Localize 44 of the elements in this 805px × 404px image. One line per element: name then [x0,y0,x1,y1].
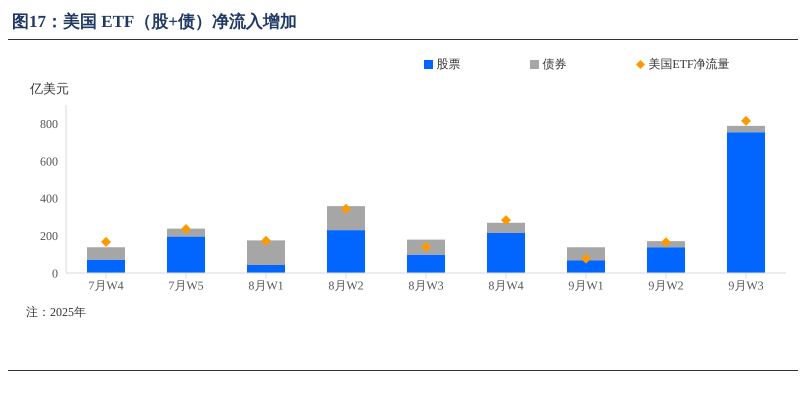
point [181,224,191,234]
x-tick-label: 7月W4 [88,278,124,293]
chart-title: 图17：美国 ETF（股+债）净流入增加 [8,8,798,40]
bar [87,247,125,260]
bar [167,236,205,273]
x-tick-label: 9月W3 [728,278,764,293]
point [741,116,751,126]
bar [567,247,605,260]
y-tick-label: 200 [40,228,58,243]
bar [87,260,125,273]
y-tick-label: 400 [40,192,58,206]
bar [247,240,285,265]
x-tick-label: 8月W4 [488,278,524,293]
point [261,236,271,246]
point [341,204,351,214]
x-tick-label: 9月W1 [568,278,604,293]
y-axis-title: 亿美元 [30,80,69,98]
legend-label: 股票 [436,56,460,73]
legend-label: 债券 [542,56,566,73]
x-tick-label: 8月W1 [248,278,284,293]
point [101,236,111,247]
bar [327,206,365,230]
bar [727,126,765,132]
y-tick-label: 600 [40,154,58,168]
bar [567,260,605,273]
x-tick-label: 7月W5 [168,278,204,293]
bar [727,132,765,273]
x-tick-label: 9月W2 [648,278,684,293]
bar [487,233,525,273]
bar [407,254,445,273]
legend-label: 美国ETF净流量 [648,56,730,73]
bar [167,228,205,237]
x-tick-label: 8月W2 [328,278,364,293]
y-tick-label: 0 [52,266,58,280]
y-tick-label: 800 [40,116,58,131]
bar [487,222,525,234]
bar [327,230,365,273]
point [661,237,671,248]
bar [407,240,445,255]
bar [247,264,285,273]
bar [647,247,685,273]
text: 注：2025年 [26,304,86,321]
x-tick-label: 8月W3 [408,278,444,293]
point [501,215,511,226]
